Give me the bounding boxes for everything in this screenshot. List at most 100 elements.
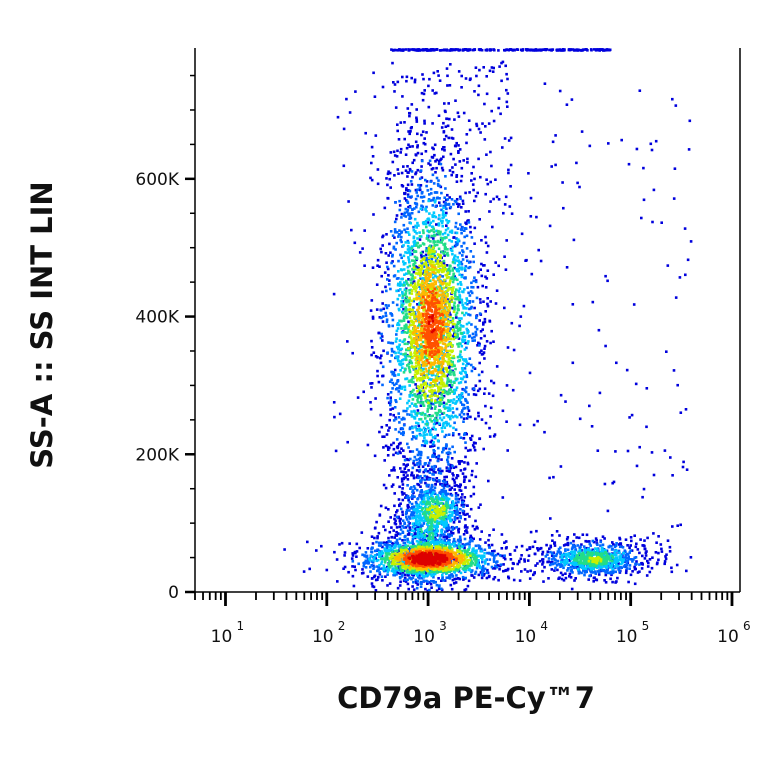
density-point <box>438 413 442 417</box>
density-point <box>484 559 487 562</box>
density-point <box>406 107 410 110</box>
density-point <box>503 556 506 559</box>
density-point <box>396 283 400 287</box>
density-point <box>476 285 480 289</box>
density-point <box>391 253 394 257</box>
density-point <box>407 399 411 403</box>
density-point <box>395 510 398 514</box>
density-point <box>381 244 384 247</box>
density-point <box>437 365 441 368</box>
density-point <box>420 530 424 534</box>
density-point <box>483 334 486 338</box>
density-point <box>483 392 486 395</box>
density-point <box>458 251 462 255</box>
density-point <box>396 123 399 126</box>
density-point <box>399 151 402 154</box>
density-point <box>429 445 432 448</box>
density-point <box>556 568 559 572</box>
density-point <box>360 531 364 534</box>
density-point <box>458 520 461 523</box>
density-point <box>473 177 476 181</box>
density-point <box>463 367 467 370</box>
density-point <box>415 511 419 515</box>
density-point <box>386 351 389 354</box>
density-point <box>644 554 648 557</box>
density-point <box>578 565 582 568</box>
density-point <box>380 550 384 553</box>
density-point <box>422 426 426 430</box>
density-point <box>424 542 427 546</box>
density-point <box>437 446 440 450</box>
density-point <box>367 561 370 564</box>
density-point <box>596 570 600 573</box>
density-point <box>390 469 393 472</box>
density-point <box>420 502 424 506</box>
density-point <box>460 356 463 359</box>
density-point <box>554 163 557 167</box>
density-point <box>456 238 460 241</box>
density-point <box>437 577 440 580</box>
density-point <box>419 475 422 478</box>
density-point <box>427 426 430 430</box>
density-point <box>648 558 652 561</box>
density-point <box>425 184 428 188</box>
density-point <box>376 264 379 267</box>
density-point <box>407 130 410 133</box>
density-point <box>395 329 399 333</box>
density-point <box>351 554 355 557</box>
density-point <box>406 529 410 533</box>
density-point <box>430 574 434 578</box>
density-point <box>335 558 339 561</box>
density-point <box>451 166 454 169</box>
density-point <box>404 241 407 244</box>
density-point <box>457 205 460 208</box>
density-point <box>419 585 423 588</box>
density-point <box>488 48 492 52</box>
density-point <box>463 229 466 232</box>
density-point <box>452 521 456 524</box>
density-point <box>416 506 420 510</box>
density-point <box>351 552 354 555</box>
density-point <box>629 536 633 539</box>
density-point <box>458 353 462 356</box>
density-point <box>407 143 410 147</box>
density-point <box>408 260 411 264</box>
density-point <box>636 571 640 574</box>
density-point <box>445 451 449 455</box>
density-point <box>443 242 447 246</box>
density-point <box>500 79 503 83</box>
density-point <box>500 547 504 550</box>
density-point <box>463 235 466 239</box>
density-point <box>466 415 470 419</box>
density-point <box>475 315 478 318</box>
density-point <box>342 127 346 131</box>
density-point <box>391 381 395 385</box>
density-point <box>415 518 418 521</box>
density-point <box>369 309 373 312</box>
density-point <box>418 429 422 432</box>
density-point <box>485 153 488 156</box>
density-point <box>449 152 453 156</box>
density-point <box>494 553 498 557</box>
density-point <box>348 111 352 114</box>
density-point <box>461 575 465 579</box>
density-point <box>472 492 476 496</box>
density-point <box>419 404 423 407</box>
density-point <box>406 227 409 230</box>
density-point <box>444 175 447 178</box>
density-point <box>375 540 378 544</box>
density-point <box>419 510 423 513</box>
density-point <box>424 429 428 432</box>
density-point <box>408 167 412 171</box>
density-point <box>475 549 478 552</box>
density-point <box>460 231 463 235</box>
density-point <box>399 528 403 531</box>
density-point <box>437 522 441 525</box>
density-point <box>407 195 410 198</box>
density-point <box>408 132 411 136</box>
density-point <box>398 450 401 453</box>
density-point <box>458 371 462 374</box>
density-point <box>473 276 476 279</box>
density-point <box>488 558 492 561</box>
density-point <box>526 48 530 51</box>
